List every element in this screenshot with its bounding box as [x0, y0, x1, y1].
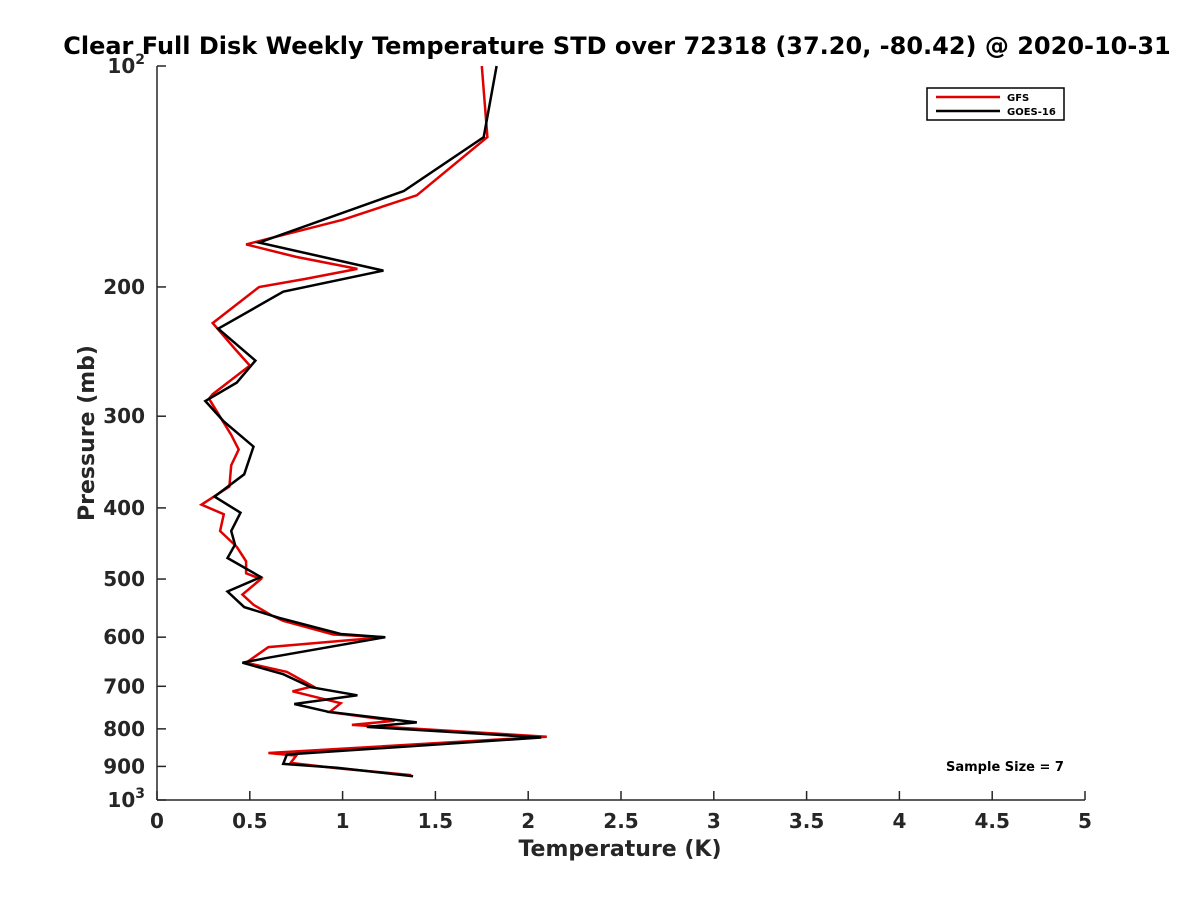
y-tick-label: 300	[103, 404, 145, 428]
x-tick-label: 3	[707, 809, 721, 833]
series-line-gfs	[198, 65, 547, 777]
x-tick-label: 2	[521, 809, 535, 833]
x-tick-label: 3.5	[789, 809, 824, 833]
x-tick-label: 0	[150, 809, 164, 833]
y-tick-label: 800	[103, 717, 145, 741]
y-tick-label: 500	[103, 567, 145, 591]
y-tick-label: 103	[107, 786, 145, 812]
y-tick-label: 400	[103, 496, 145, 520]
x-tick-label: 1.5	[418, 809, 453, 833]
y-axis-label: Pressure (mb)	[75, 345, 100, 521]
x-tick-label: 0.5	[232, 809, 267, 833]
series-lines	[198, 65, 547, 778]
y-tick-label: 700	[103, 674, 145, 698]
y-tick-label: 600	[103, 625, 145, 649]
series-line-goes-16	[203, 65, 542, 778]
axes: 0 0.5 1 1.5 2 2.5 3 3.5 4 4.5 5 102 200 300 400 500 600 7…	[103, 52, 1092, 833]
legend: GFS GOES-16	[926, 87, 1065, 121]
legend-label-goes-16: GOES-16	[1007, 107, 1056, 118]
sample-size-annotation: Sample Size = 7	[946, 760, 1064, 775]
y-tick-label: 900	[103, 754, 145, 778]
y-tick-label: 200	[103, 275, 145, 299]
x-tick-label: 2.5	[603, 809, 638, 833]
legend-box	[926, 87, 1065, 121]
chart-title: Clear Full Disk Weekly Temperature STD o…	[63, 32, 1171, 60]
x-axis-label: Temperature (K)	[518, 837, 721, 862]
x-tick-label: 5	[1078, 809, 1092, 833]
y-tick-label: 102	[107, 52, 145, 78]
x-tick-label: 4	[892, 809, 906, 833]
legend-label-gfs: GFS	[1007, 93, 1029, 104]
x-tick-label: 1	[336, 809, 350, 833]
x-tick-label: 4.5	[974, 809, 1009, 833]
